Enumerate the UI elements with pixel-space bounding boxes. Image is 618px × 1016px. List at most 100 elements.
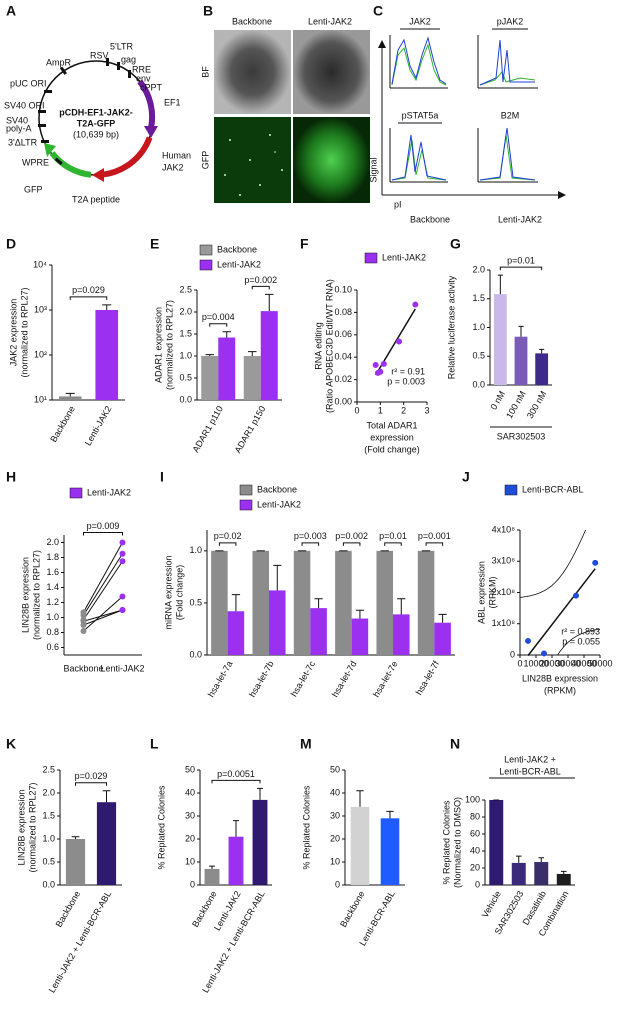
x-tick-label: hsa-let-7c [289, 659, 318, 699]
y-tick-label: 2.0 [472, 264, 485, 274]
pair-line [83, 609, 123, 626]
significance-bracket [218, 542, 237, 546]
bar [227, 611, 245, 655]
y-tick-label: 100 [465, 794, 480, 804]
legend-label: Backbone [257, 484, 297, 494]
error-bar [438, 613, 447, 623]
bar [252, 799, 268, 885]
chart-title: Lenti-BCR-ABL [499, 766, 561, 776]
feature-label: gag [121, 54, 136, 64]
y-tick-label: 0.08 [334, 307, 352, 317]
error-bar [71, 836, 80, 839]
x-tick-label: 10000 [523, 658, 548, 668]
y-tick-label: 0.04 [334, 352, 352, 362]
legend-label: Lenti-JAK2 [217, 259, 261, 269]
y-tick-label: 10⁴ [33, 259, 47, 269]
significance-bracket [499, 266, 543, 271]
y-tick-label: 1.0 [42, 833, 55, 843]
bar [310, 608, 327, 655]
x-tick-label: Backbone [48, 404, 77, 444]
spectrum [391, 43, 447, 86]
image-gfp-lenti [293, 117, 370, 203]
y-tick-label: 20 [330, 833, 340, 843]
x-tick-label: Lenti-JAK2 + Lenti-BCR-ABL [47, 889, 114, 994]
y-tick-label: 2.0 [42, 787, 55, 797]
point [380, 360, 387, 367]
feature-label: T2A peptide [72, 194, 120, 204]
error-bar [102, 304, 112, 310]
protein-label: pJAK2 [497, 16, 524, 26]
feature-label: poly-A [6, 123, 32, 133]
error-bar [265, 293, 274, 312]
plasmid-size: (10,639 bp) [73, 129, 119, 139]
bar [514, 336, 528, 385]
feature-label: Human [162, 150, 191, 160]
pair-line [83, 596, 123, 632]
bar [376, 550, 393, 655]
legend-swatch [239, 484, 253, 496]
y-axis-sublabel: (normalized to RPL27) [164, 300, 174, 390]
legend-label: Backbone [410, 214, 450, 224]
y-tick-label: 30 [185, 810, 195, 820]
y-axis-label: Relative luciferase activity [446, 275, 456, 379]
legend-label: Lenti-JAK2 [87, 487, 131, 497]
significance-bracket [209, 323, 228, 327]
legend-swatch [199, 244, 213, 256]
y-tick-label: 1.0 [472, 322, 485, 332]
p-value: p=0.001 [418, 531, 451, 541]
image-bf-lenti [293, 30, 370, 114]
point [80, 628, 87, 634]
y-axis-label: RNA editing [313, 322, 323, 370]
error-bar [560, 870, 567, 874]
panel-letter: L [150, 736, 159, 752]
feature-label: WPRE [22, 157, 49, 167]
panel-a: A pCDH-EF1-JAK2- T2A-GFP (10,639 bp) 5'L… [4, 3, 191, 205]
ef1-arrow [137, 79, 156, 129]
jak2-arrow [100, 136, 153, 178]
bar [511, 862, 526, 885]
y-axis-label: % Replated Colonies [301, 785, 311, 870]
x-axis-sublabel: (RPKM) [544, 685, 576, 695]
x-tick-label: 300 nM [525, 389, 549, 420]
row-label: GFP [200, 151, 210, 170]
legend-label: Backbone [217, 244, 257, 254]
significance-bracket [211, 779, 261, 784]
bar [293, 550, 311, 655]
x-tick-label: 20000 [539, 658, 564, 668]
chart-title: Lenti-JAK2 + [504, 754, 556, 764]
stat-label: r² = 0.893 [561, 626, 600, 636]
bar [535, 353, 549, 385]
significance-bracket [69, 296, 108, 300]
x-tick-label: Backbone [54, 889, 83, 929]
error-bar [518, 325, 524, 337]
p-value: p=0.01 [379, 531, 407, 541]
y-axis-sublabel: (normalized to RPL27) [31, 550, 41, 640]
y-axis-sublabel: (Fold change) [174, 565, 184, 621]
plasmid-title: pCDH-EF1-JAK2- [59, 107, 133, 117]
point [119, 539, 126, 546]
y-tick-label: 1.8 [46, 552, 59, 562]
feature-label: cPPT [140, 82, 163, 92]
x-tick-label: ADAR1 p150 [233, 404, 268, 455]
significance-bracket [342, 542, 361, 546]
y-axis-label: miRNA expression [163, 555, 173, 629]
bar [335, 550, 352, 655]
x-tick-label: hsa-let-7e [371, 659, 400, 699]
bar [260, 311, 278, 400]
x-tick-label: Lenti-JAK2 [83, 404, 114, 447]
y-axis-label: LIN28B expression [16, 789, 26, 865]
bar [417, 550, 435, 655]
bar [218, 337, 236, 400]
x-tick-label: hsa-let-7d [330, 659, 359, 699]
y-tick-label: 0.00 [334, 396, 352, 406]
bar [65, 839, 86, 885]
y-tick-label: 2x10⁸ [492, 587, 516, 597]
panel-letter: D [6, 236, 16, 252]
y-tick-label: 0.5 [179, 372, 192, 382]
point [119, 593, 126, 600]
y-tick-label: 1.5 [472, 293, 485, 303]
significance-bracket [301, 542, 320, 546]
panel-letter: B [203, 3, 213, 19]
